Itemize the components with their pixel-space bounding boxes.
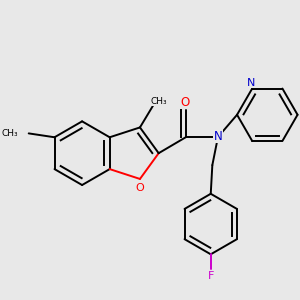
Text: N: N — [246, 78, 255, 88]
Text: F: F — [208, 271, 214, 281]
Text: O: O — [136, 183, 144, 193]
Text: O: O — [180, 95, 189, 109]
Text: CH₃: CH₃ — [150, 97, 167, 106]
Text: N: N — [214, 130, 222, 143]
Text: CH₃: CH₃ — [2, 129, 19, 138]
